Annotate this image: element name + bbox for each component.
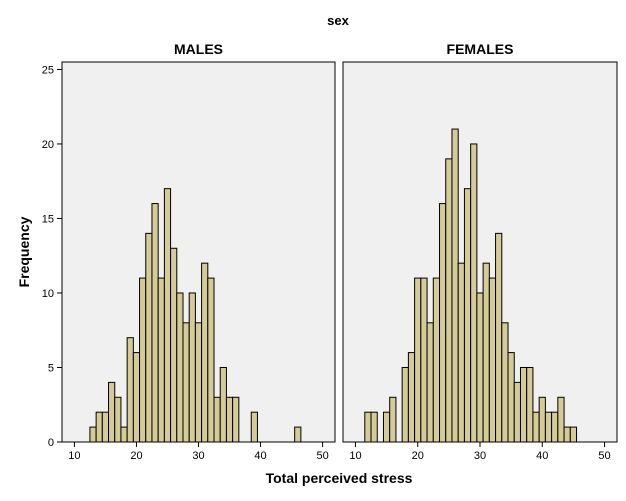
x-tick-label: 40 (536, 450, 548, 462)
y-tick-label: 20 (42, 139, 54, 151)
x-tick-label: 50 (316, 450, 328, 462)
histogram-bar (132, 352, 141, 443)
panel-title: MALES (174, 41, 223, 57)
histogram-bar (95, 411, 103, 443)
histogram-bar (401, 366, 409, 443)
x-tick-label: 30 (192, 450, 204, 462)
histogram-bar (476, 292, 484, 443)
histogram-bar (151, 203, 159, 443)
histogram-bar (488, 277, 497, 443)
histogram-bar (232, 396, 240, 443)
histogram-bar (201, 262, 209, 443)
panel-title: FEMALES (447, 41, 514, 57)
y-tick-label: 10 (42, 288, 54, 300)
histogram-bar (382, 411, 391, 443)
histogram-bar (145, 232, 153, 443)
x-tick-label: 30 (474, 450, 486, 462)
histogram-bar (101, 411, 110, 443)
histogram-bar (188, 292, 196, 443)
x-tick-label: 20 (412, 450, 424, 462)
histogram-bar (507, 352, 515, 443)
histogram-bar (457, 262, 465, 443)
histogram-bar (389, 396, 397, 443)
histogram-bar (207, 277, 215, 443)
x-tick-label: 50 (598, 450, 610, 462)
histogram-bar (513, 381, 521, 443)
histogram-bar (470, 143, 478, 443)
histogram-bar (364, 411, 372, 443)
histogram-bar (544, 411, 553, 443)
histogram-bar (526, 366, 534, 443)
histogram-bar (532, 411, 540, 443)
histogram-bar (108, 381, 116, 443)
histogram-bar (414, 277, 422, 443)
histogram-bar (294, 426, 302, 443)
y-axis-title: Frequency (16, 216, 32, 287)
x-tick-label: 20 (130, 450, 142, 462)
panel-males: MALES 10 20 30 40 50 0 5 10 15 20 25 (42, 41, 336, 462)
histogram-bar (219, 366, 227, 443)
histogram-bar (114, 396, 122, 443)
histogram-bar (213, 396, 221, 443)
histogram-bar (407, 352, 416, 443)
x-axis-title: Total perceived stress (266, 470, 413, 486)
histogram-bar (182, 322, 190, 443)
histogram-bar (551, 411, 559, 443)
histogram-bar (89, 426, 97, 443)
y-tick-label: 25 (42, 64, 54, 76)
x-tick-label: 10 (349, 450, 361, 462)
histogram-bar (225, 396, 234, 443)
histogram-bar (426, 322, 434, 443)
histogram-bar (170, 247, 178, 443)
histogram-bar (139, 277, 147, 443)
histogram-bar (463, 188, 472, 443)
x-tick-label: 40 (254, 450, 266, 462)
histogram-bar (176, 292, 184, 443)
x-tick-label: 10 (68, 450, 80, 462)
histogram-bar (501, 322, 509, 443)
histogram-bar (563, 426, 571, 443)
y-tick-label: 5 (48, 362, 54, 374)
histogram-bar (120, 426, 128, 443)
histogram-bar (451, 128, 459, 443)
histogram-bar (569, 426, 578, 443)
histogram-bar (445, 158, 453, 443)
histogram-bar (557, 396, 565, 443)
y-tick-label: 0 (48, 437, 54, 449)
histogram-bar (126, 337, 134, 443)
histogram-bar (420, 277, 428, 443)
histogram-bar (432, 277, 441, 443)
figure-title: sex (327, 13, 349, 28)
histogram-bar (250, 411, 258, 443)
histogram-bar (370, 411, 378, 443)
histogram-bar (482, 262, 490, 443)
panel-females: FEMALES 10 20 30 40 50 (342, 41, 618, 462)
histogram-bar (538, 396, 546, 443)
histogram-bar (163, 188, 172, 443)
histogram-bar (495, 232, 503, 443)
histogram-bar (519, 366, 528, 443)
histogram-bar (439, 203, 447, 443)
histogram-bar (157, 277, 165, 443)
y-tick-label: 15 (42, 213, 54, 225)
histogram-bar (194, 322, 203, 443)
